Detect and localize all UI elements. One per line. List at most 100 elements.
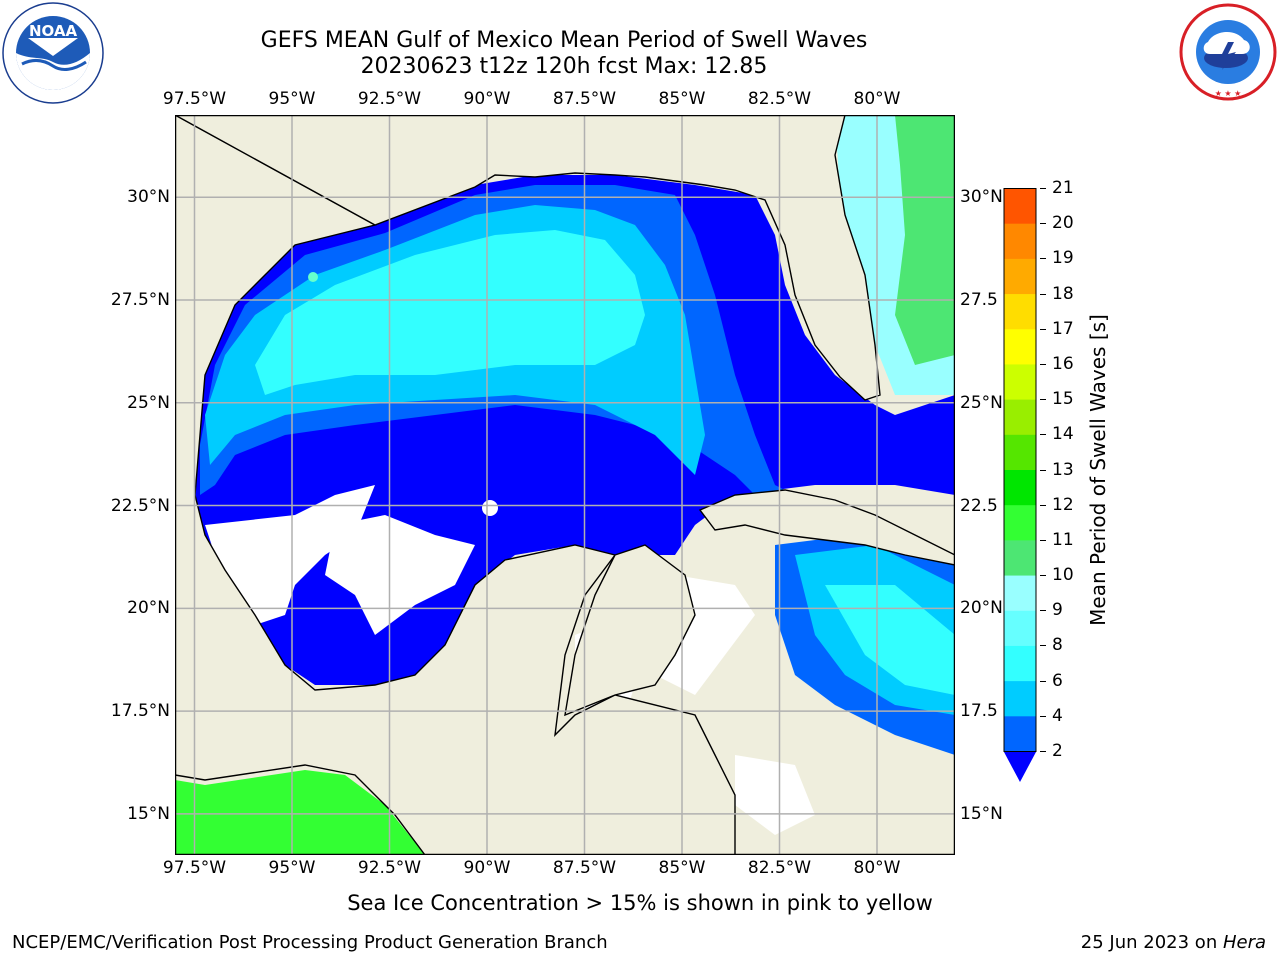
no-data-patch-center [325,515,475,635]
longitude-tick-bottom: 80°W [853,858,901,878]
colorbar-swatches [1004,188,1036,752]
longitude-tick-top: 85°W [658,89,706,109]
colorbar-tick-label: 12 [1052,494,1074,515]
colorbar-tick-label: 16 [1052,353,1074,374]
longitude-tick-top: 90°W [463,89,511,109]
colorbar-swatch [1004,645,1036,682]
colorbar-tick-mark [1040,715,1046,717]
latitude-tick-left: 15°N [127,803,170,824]
colorbar-tick-mark [1040,504,1046,506]
no-data-patch-south [735,755,815,835]
colorbar-tick-mark [1040,610,1046,612]
longitude-tick-bottom: 97.5°W [162,858,227,878]
map-panel [175,115,955,855]
colorbar-tick-label: 14 [1052,424,1074,445]
colorbar-tick-mark [1040,680,1046,682]
latitude-tick-right: 30°N [960,187,1003,208]
colorbar-tick-mark [1040,328,1046,330]
noaa-logo-text: NOAA [29,22,78,40]
colorbar-tick-label: 9 [1052,600,1063,621]
colorbar-tick-label: 2 [1052,741,1063,761]
colorbar-swatch [1004,293,1036,330]
colorbar-swatch [1004,610,1036,646]
colorbar-tick-mark [1040,188,1046,189]
land-yucatan [564,544,696,717]
colorbar-swatch [1004,363,1036,400]
longitude-tick-top: 82.5°W [747,89,812,109]
sea-ice-note: Sea Ice Concentration > 15% is shown in … [347,891,933,915]
colorbar-tick-label: 8 [1052,635,1063,656]
latitude-tick-left: 22.5°N [110,495,170,516]
colorbar-tick-mark [1040,645,1046,647]
map-frame [175,115,955,855]
pacific-green-region [175,770,425,855]
longitude-tick-top: 97.5°W [162,89,227,109]
colorbar-swatch [1004,539,1036,576]
latitude-tick-right: 25°N [960,392,1003,413]
gulf-band-6-8 [255,230,645,395]
colorbar-swatch [1004,399,1036,435]
map-svg [175,115,955,855]
latitude-tick-left: 27.5°N [110,290,170,310]
footer-date: 25 Jun 2023 on Hera [1081,932,1266,954]
atlantic-band-green [895,115,955,365]
colorbar-swatch [1004,188,1036,224]
latitude-tick-right: 20°N [960,598,1003,619]
no-data-dot [482,500,498,516]
longitude-tick-bottom: 95°W [268,858,316,878]
svg-text:★ ★ ★: ★ ★ ★ [1215,89,1242,98]
land-mexico [175,115,736,855]
chart-title: GEFS MEAN Gulf of Mexico Mean Period of … [260,28,868,53]
colorbar-tick-label: 18 [1052,283,1074,304]
colorbar-tick-label: 17 [1052,318,1074,339]
latitude-tick-left: 17.5°N [110,701,170,722]
colorbar-tick-label: 11 [1052,529,1074,550]
no-data-patch-west [205,485,375,625]
chart-subtitle: 20230623 t12z 120h fcst Max: 12.85 [360,54,768,79]
land-us-coast [175,115,881,401]
latitude-tick-left: 30°N [127,187,170,208]
latitude-tick-right: 15°N [960,803,1003,824]
colorbar-extend-triangle [1004,752,1036,782]
colorbar-tick-label: 10 [1052,565,1074,586]
longitude-tick-bottom: 90°W [463,858,511,878]
colorbar-tick-mark [1040,575,1046,577]
colorbar [1000,188,1040,783]
grid-lines [175,115,955,855]
colorbar-tick-label: 20 [1052,213,1074,234]
gulf-green-spot [308,272,318,282]
colorbar-tick-label: 15 [1052,389,1074,410]
colorbar-tick-mark [1040,363,1046,365]
nws-logo: ★ ★ ★ [1178,2,1278,102]
noaa-logo: NOAA [2,2,104,104]
colorbar-tick-mark [1040,223,1046,225]
colorbar-swatch [1004,469,1036,506]
land-cuba [698,489,955,566]
longitude-tick-top: 92.5°W [357,89,422,109]
caribbean-band-6-8 [825,585,955,695]
longitude-tick-top: 80°W [853,89,901,109]
longitude-tick-bottom: 85°W [658,858,706,878]
latitude-tick-right: 22.5 [960,495,998,516]
colorbar-swatch [1004,575,1036,611]
footer-branch: NCEP/EMC/Verification Post Processing Pr… [12,932,608,953]
colorbar-swatch [1004,504,1036,541]
colorbar-tick-label: 21 [1052,178,1074,198]
latitude-tick-left: 20°N [127,598,170,619]
colorbar-tick-mark [1040,293,1046,295]
colorbar-tick-label: 4 [1052,705,1063,726]
latitude-tick-right: 27.5 [960,290,998,310]
colorbar-tick-mark [1040,539,1046,541]
colorbar-swatch [1004,434,1036,470]
colorbar-swatch [1004,715,1036,752]
colorbar-swatch [1004,328,1036,365]
longitude-tick-top: 87.5°W [552,89,617,109]
latitude-tick-left: 25°N [127,392,170,413]
colorbar-tick-label: 13 [1052,459,1074,480]
colorbar-tick-mark [1040,434,1046,436]
colorbar-swatch [1004,680,1036,717]
longitude-tick-bottom: 87.5°W [552,858,617,878]
latitude-tick-right: 17.5 [960,701,998,722]
colorbar-tick-label: 6 [1052,670,1063,691]
footer-machine: Hera [1222,932,1266,953]
